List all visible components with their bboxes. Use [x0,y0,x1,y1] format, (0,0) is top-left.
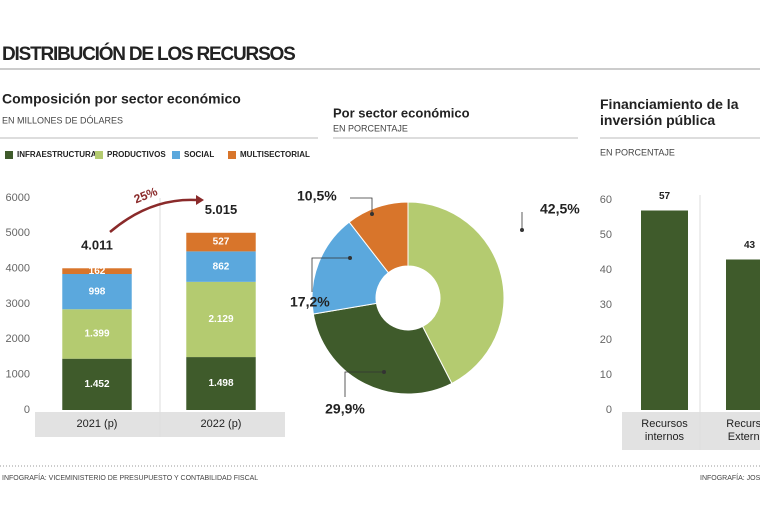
footer-right: INFOGRAFÍA: JOSE [700,473,760,482]
y-tick-label: 60 [600,194,612,206]
legend-swatch [5,151,13,159]
y-tick-label: 2000 [6,333,30,345]
legend-label: PRODUCTIVOS [107,150,166,159]
bar-segment [62,309,132,359]
x-tick-label: 2021 (p) [77,418,118,430]
bar-segment [186,232,256,252]
y-tick-label: 3000 [6,298,30,310]
x-tick-label: 2022 (p) [201,418,242,430]
legend-label: INFRAESTRUCTURA [17,150,97,159]
bar-segment [62,358,132,410]
x-tick-label: Recursos Externos [726,418,760,443]
callout [344,371,384,397]
donut-slice [312,302,453,395]
total-label: 5.015 [205,202,238,217]
value-label: 1.452 [84,379,109,390]
bar [726,259,760,410]
footer-left: INFOGRAFÍA: VICEMINISTERIO DE PRESUPUEST… [2,473,258,482]
value-label: 17,2% [290,294,330,310]
chart-subtitle: EN PORCENTAJE [333,123,408,133]
value-label: 29,9% [325,401,365,417]
y-tick-label: 1000 [6,369,30,381]
page-title: DISTRIBUCIÓN DE LOS RECURSOS [2,43,295,65]
callout [311,257,350,292]
total-label: 4.011 [81,238,113,253]
value-label: 2.129 [208,314,233,325]
category-band [622,412,760,450]
legend-swatch [172,151,180,159]
value-label: 1.498 [208,378,233,389]
value-label: 998 [89,286,106,297]
legend-swatch [228,151,236,159]
value-label: 10,5% [297,188,337,204]
annotation: 25% [132,184,160,206]
callout [350,197,373,214]
callout-dot [370,212,374,216]
y-tick-label: 10 [600,369,612,381]
value-label: 57 [659,191,671,202]
value-label: 527 [213,237,230,248]
bar-segment [186,251,256,282]
value-label: 1.399 [84,329,109,340]
callout-dot [382,370,386,374]
y-tick-label: 20 [600,334,612,346]
value-label: 162 [89,266,106,277]
chart-title: Financiamiento de la inversión pública [600,96,739,128]
callout-dot [520,228,524,232]
y-tick-label: 4000 [6,263,30,275]
bar-segment [186,357,256,410]
y-tick-label: 0 [606,404,612,416]
y-tick-label: 40 [600,264,612,276]
value-label: 862 [213,261,230,272]
chart-title: Por sector económico [333,105,470,120]
y-tick-label: 6000 [6,192,30,204]
legend-label: MULTISECTORIAL [240,150,310,159]
bar [641,210,688,410]
y-tick-label: 5000 [6,227,30,239]
bar-segment [62,274,132,310]
y-tick-label: 0 [24,404,30,416]
callout-dot [348,256,352,260]
arrow-head [196,195,204,205]
chart-subtitle: EN MILLONES DE DÓLARES [2,115,123,125]
bar-segment [186,281,256,358]
donut-slice [348,201,409,274]
y-tick-label: 50 [600,229,612,241]
donut-slice [407,201,505,385]
y-tick-label: 30 [600,299,612,311]
legend-label: SOCIAL [184,150,214,159]
x-tick-label: Recursos internos [641,418,688,443]
value-label: 42,5% [540,201,580,217]
donut-slice [311,221,390,315]
chart-title: Composición por sector económico [2,91,241,107]
legend-swatch [95,151,103,159]
bar-segment [62,268,132,275]
value-label: 43 [744,240,756,251]
chart-subtitle: EN PORCENTAJE [600,147,675,157]
growth-arrow [109,198,197,233]
